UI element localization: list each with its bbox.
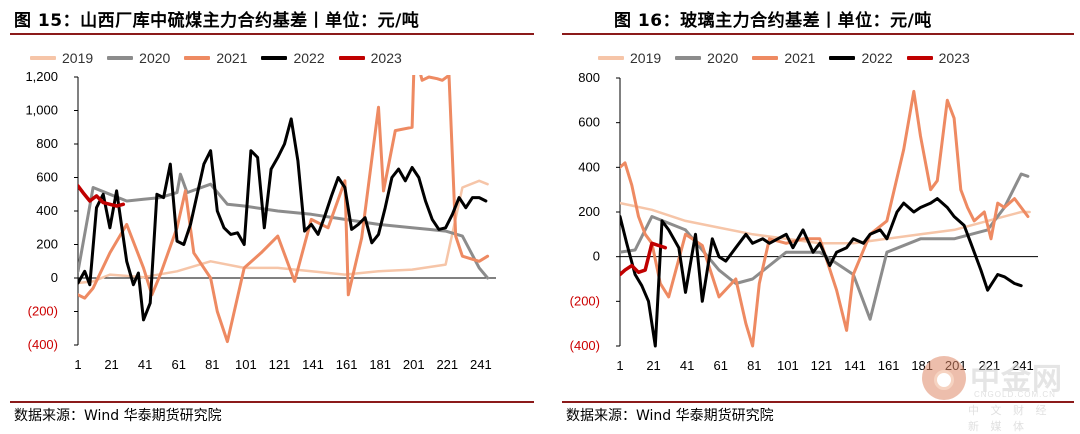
legend-swatch — [829, 56, 856, 60]
y-tick-label: 200 — [36, 237, 58, 252]
legend-swatch — [675, 56, 702, 60]
source-note: 数据来源：Wind 华泰期货研究院 — [566, 408, 774, 424]
x-tick-label: 121 — [811, 358, 833, 373]
x-tick-label: 41 — [680, 358, 694, 373]
y-tick-label: 1,200 — [25, 69, 58, 84]
watermark-tagline: 中 文 财 经 新 媒 体 — [968, 404, 1051, 433]
x-tick-label: 1 — [74, 357, 81, 372]
x-tick-label: 181 — [369, 357, 391, 372]
legend-swatch — [30, 56, 56, 60]
series-line-2020 — [78, 172, 490, 280]
legend-item-2022: 2022 — [261, 50, 325, 66]
legend-label: 2021 — [784, 50, 816, 66]
x-tick-label: 81 — [205, 357, 219, 372]
figure-title: 图 15：山西厂库中硫煤主力合约基差丨单位：元/吨 — [14, 11, 420, 31]
legend-item-2020: 2020 — [675, 50, 738, 66]
x-tick-label: 241 — [470, 357, 492, 372]
y-tick-label: 0 — [593, 249, 600, 264]
source-rule — [562, 401, 1074, 403]
y-tick-label: 400 — [578, 159, 600, 174]
legend-label: 2023 — [938, 50, 970, 66]
legend-label: 2019 — [630, 50, 662, 66]
y-tick-label: 600 — [578, 115, 600, 130]
series-line-2022 — [620, 197, 1023, 348]
y-tick-label: 200 — [578, 204, 600, 219]
x-tick-label: 161 — [336, 357, 358, 372]
series-line-2019 — [620, 201, 1031, 245]
legend-label: 2022 — [861, 50, 893, 66]
legend-item-2020: 2020 — [107, 50, 170, 66]
y-tick-label: 800 — [36, 136, 58, 151]
legend-item-2023: 2023 — [906, 50, 970, 66]
x-tick-label: 221 — [978, 358, 1000, 373]
x-tick-label: 21 — [104, 357, 118, 372]
watermark-name: 中金网 — [970, 362, 1063, 397]
source-rule — [10, 401, 534, 403]
legend-label: 2020 — [707, 50, 739, 66]
y-tick-label: (400) — [28, 337, 58, 352]
legend-label: 2022 — [293, 50, 325, 66]
chart-legend: 2019 2020 2021 2022 2023 — [598, 50, 970, 66]
legend-swatch — [184, 56, 211, 60]
x-tick-label: 21 — [646, 358, 660, 373]
y-tick-label: 600 — [36, 170, 58, 185]
x-tick-label: 221 — [436, 357, 458, 372]
x-tick-label: 141 — [844, 358, 866, 373]
y-tick-label: (200) — [570, 293, 600, 308]
figure-16-panel: 图 16：玻璃主力合约基差丨单位：元/吨 2019 2020 2021 2022 202… — [552, 0, 1080, 430]
x-tick-label: 161 — [878, 358, 900, 373]
series-line-2020 — [620, 172, 1030, 321]
watermark-logo: 中金网 CNGOLD.COM.CN 中 文 财 经 新 媒 体 — [922, 352, 1072, 433]
legend-swatch — [906, 56, 933, 60]
x-tick-label: 81 — [747, 358, 761, 373]
legend-item-2021: 2021 — [184, 50, 247, 66]
legend-label: 2019 — [62, 50, 94, 66]
source-note: 数据来源：Wind 华泰期货研究院 — [14, 408, 222, 424]
x-tick-label: 1 — [616, 358, 623, 373]
title-rule — [10, 33, 534, 35]
legend-swatch — [338, 56, 365, 60]
x-tick-label: 241 — [1012, 358, 1034, 373]
legend-swatch — [752, 56, 779, 60]
series-line-2023 — [78, 184, 126, 208]
series-line-2022 — [78, 117, 488, 322]
x-tick-label: 61 — [713, 358, 727, 373]
watermark-domain: CNGOLD.COM.CN — [974, 390, 1056, 399]
series-line-2021 — [78, 75, 490, 344]
y-tick-label: 400 — [36, 203, 58, 218]
legend-label: 2021 — [216, 50, 248, 66]
legend-item-2023: 2023 — [338, 50, 402, 66]
legend-item-2021: 2021 — [752, 50, 815, 66]
chart-legend: 2019 2020 2021 2022 2023 — [30, 50, 402, 66]
legend-swatch — [261, 56, 288, 60]
legend-item-2019: 2019 — [30, 50, 93, 66]
x-tick-label: 141 — [302, 357, 324, 372]
y-tick-label: (400) — [570, 338, 600, 353]
series-line-2021 — [620, 89, 1030, 348]
y-tick-label: 1,000 — [25, 103, 58, 118]
series-line-2023 — [620, 241, 668, 277]
y-tick-label: (200) — [28, 304, 58, 319]
legend-swatch — [107, 56, 134, 60]
x-tick-label: 101 — [777, 358, 799, 373]
y-tick-label: 0 — [51, 270, 58, 285]
legend-item-2022: 2022 — [829, 50, 893, 66]
figure-title: 图 16：玻璃主力合约基差丨单位：元/吨 — [614, 11, 932, 31]
legend-swatch — [598, 56, 624, 60]
coin-logo-icon — [922, 356, 966, 400]
x-tick-label: 201 — [403, 357, 425, 372]
y-tick-label: 800 — [578, 70, 600, 85]
x-tick-label: 61 — [171, 357, 185, 372]
legend-label: 2020 — [139, 50, 171, 66]
figure-15-panel: 图 15：山西厂库中硫煤主力合约基差丨单位：元/吨 2019 2020 2021 20… — [0, 0, 540, 430]
legend-label: 2023 — [370, 50, 402, 66]
title-rule — [562, 33, 1074, 35]
x-tick-label: 101 — [235, 357, 257, 372]
x-tick-label: 121 — [269, 357, 291, 372]
x-tick-label: 41 — [138, 357, 152, 372]
legend-item-2019: 2019 — [598, 50, 661, 66]
series-line-2019 — [78, 179, 489, 285]
